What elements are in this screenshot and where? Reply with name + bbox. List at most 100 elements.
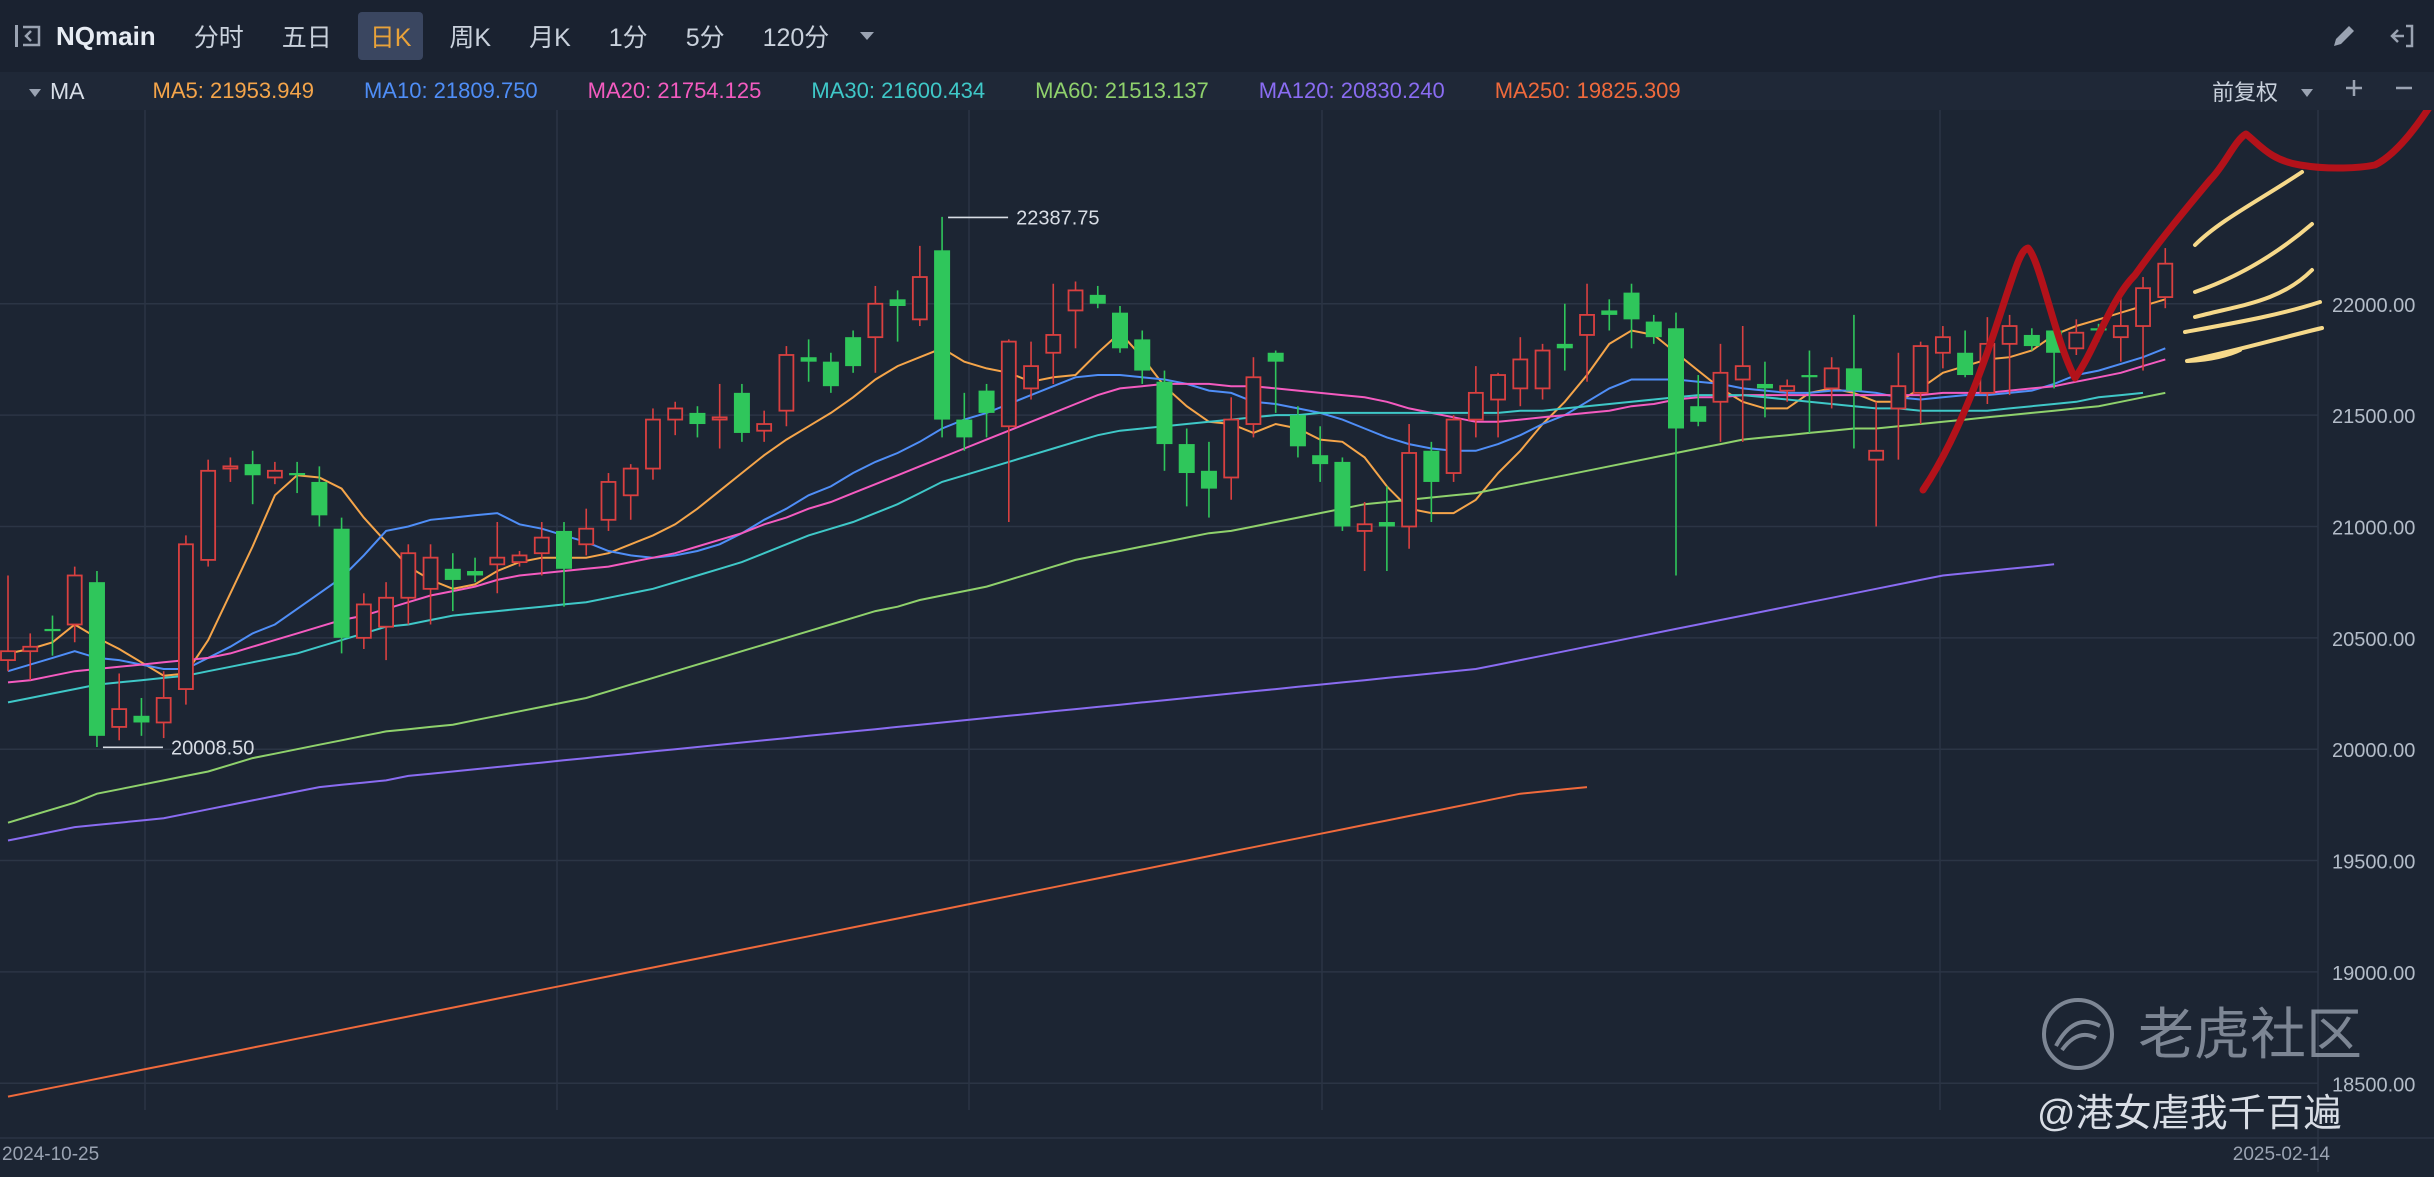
candle-body <box>1779 385 1796 392</box>
candle-body <box>200 469 217 561</box>
pencil-icon[interactable] <box>2326 18 2362 54</box>
price-tick-label: 21000.00 <box>2332 517 2415 539</box>
candle <box>956 392 973 451</box>
candle <box>1601 299 1618 331</box>
period-tab[interactable]: 五日 <box>281 24 332 52</box>
watermark-brand: 老虎社区 <box>2138 1003 2362 1066</box>
candle-body <box>1223 418 1240 479</box>
candle <box>1045 283 1062 384</box>
period-tab[interactable]: 日K <box>357 12 424 60</box>
candle <box>1668 312 1684 576</box>
candle-body <box>556 530 572 569</box>
candle-body <box>1801 375 1818 378</box>
candle <box>2023 328 2040 351</box>
period-tab[interactable]: 120分 <box>762 24 830 52</box>
candle <box>1223 397 1240 500</box>
candle <box>1467 366 1484 438</box>
yellow-extension-line <box>2183 300 2322 334</box>
candle <box>1245 357 1262 438</box>
candle-body <box>133 715 150 723</box>
ma-line-ma120 <box>7 563 2055 842</box>
candle-body <box>1490 374 1506 401</box>
yellow-extension-line <box>2193 222 2314 294</box>
candle-body <box>1668 328 1684 429</box>
minus-icon[interactable] <box>2394 78 2414 104</box>
candle-body <box>1890 385 1907 410</box>
candle <box>289 461 306 494</box>
candle-body <box>1200 470 1217 489</box>
candle <box>1267 350 1284 413</box>
candle-body <box>1912 345 1929 394</box>
date-axis: 2024-10-25 2025-02-14 <box>2 1144 2330 1165</box>
adjust-dropdown-icon[interactable] <box>2300 78 2314 104</box>
candle <box>200 459 217 567</box>
candle <box>934 216 951 438</box>
candle <box>2112 294 2129 362</box>
chart-svg: 22000.00 21500.00 21000.00 20500.00 20000.00… <box>0 96 2434 1172</box>
candle <box>0 575 16 672</box>
ma-value: MA30: 21600.434 <box>811 78 986 103</box>
candle-body <box>1134 339 1151 371</box>
candle-body <box>1245 376 1262 425</box>
collapse-sidebar-icon[interactable] <box>10 18 46 54</box>
candle <box>1957 330 1974 378</box>
symbol-name[interactable]: NQmain <box>56 20 156 51</box>
plus-icon[interactable] <box>2344 78 2364 104</box>
candle <box>578 508 595 556</box>
candle <box>1779 379 1796 402</box>
ma-label[interactable]: MA <box>50 77 85 104</box>
period-tab[interactable]: 分时 <box>193 24 244 52</box>
candle <box>911 245 928 327</box>
candle-body <box>400 552 417 599</box>
ma-line-ma30 <box>7 391 2144 704</box>
candle <box>689 406 706 438</box>
candle-body <box>1401 452 1418 528</box>
ma-line-ma20 <box>7 358 2166 684</box>
candle <box>1756 361 1773 418</box>
ma-lines <box>7 298 2166 1098</box>
period-tab[interactable]: 1分 <box>608 24 648 52</box>
chevron-down-icon[interactable] <box>849 18 885 54</box>
candle <box>1579 283 1595 382</box>
candle-body <box>1267 352 1284 362</box>
candle <box>1378 486 1395 572</box>
candle <box>556 522 572 607</box>
candle-body <box>978 390 995 413</box>
adjust-mode[interactable]: 前复权 <box>2211 80 2278 105</box>
candle-body <box>489 556 506 566</box>
candle-body <box>511 554 528 564</box>
candle-body <box>1957 352 1974 376</box>
candle-body <box>533 536 550 555</box>
candle <box>2157 248 2174 309</box>
candle-body <box>1601 310 1618 315</box>
candle <box>1423 441 1440 523</box>
tiger-logo-icon <box>2042 998 2114 1070</box>
candle-body <box>311 481 328 516</box>
candle <box>2135 277 2151 371</box>
candle-body <box>1000 340 1017 428</box>
ma-dropdown-icon[interactable] <box>28 78 42 104</box>
candle <box>1312 426 1329 482</box>
candlestick-chart[interactable]: 22000.00 21500.00 21000.00 20500.00 20000.00… <box>0 96 2434 1172</box>
period-tab[interactable]: 周K <box>449 24 492 52</box>
candle-body <box>266 469 283 479</box>
yellow-extension-line <box>2186 348 2242 363</box>
candle-body <box>1023 365 1039 390</box>
candles <box>0 216 2174 747</box>
exit-fullscreen-icon[interactable] <box>2384 18 2420 54</box>
period-tab[interactable]: 5分 <box>685 24 725 52</box>
ma-value: MA250: 19825.309 <box>1494 78 1681 103</box>
price-tick-label: 18500.00 <box>2332 1074 2415 1096</box>
candle-body <box>1868 449 1885 461</box>
candle <box>467 557 484 583</box>
ma-line-ma10 <box>7 347 2166 673</box>
candle-body <box>1089 294 1106 304</box>
period-tab[interactable]: 月K <box>529 24 571 52</box>
yellow-extension-line <box>2193 268 2314 319</box>
candle-body <box>1356 523 1373 532</box>
candle <box>1512 337 1529 407</box>
candle <box>1156 370 1173 471</box>
candle <box>1445 415 1462 482</box>
candle <box>222 457 239 482</box>
candle-body <box>1112 312 1128 349</box>
